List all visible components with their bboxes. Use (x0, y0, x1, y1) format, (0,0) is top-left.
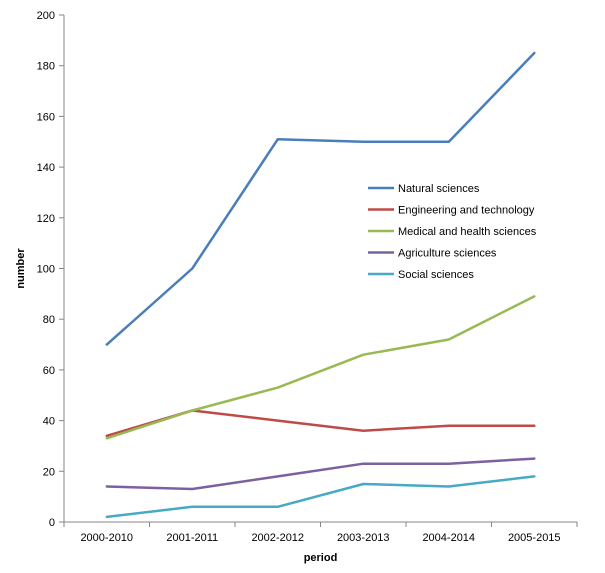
legend-label: Social sciences (398, 269, 474, 281)
x-tick-label: 2005-2015 (508, 532, 561, 544)
series-line-medical-and-health-sciences (105, 295, 536, 440)
series-line-social-sciences (105, 475, 536, 519)
legend-label: Engineering and technology (398, 205, 535, 217)
y-tick-label: 60 (43, 365, 55, 377)
x-axis-ticks: 2000-2010 2001-2011 2002-2012 2003-2013 2004… (63, 522, 578, 544)
series-line-agriculture-sciences (105, 457, 536, 491)
y-tick-label: 80 (43, 314, 55, 326)
y-axis-title: number (15, 248, 27, 289)
x-tick-label: 2000-2010 (80, 532, 133, 544)
y-tick-label: 200 (37, 10, 55, 22)
y-tick-label: 180 (37, 61, 55, 73)
y-tick-label: 100 (37, 264, 55, 276)
x-tick-label: 2003-2013 (337, 532, 390, 544)
y-tick-label: 140 (37, 162, 55, 174)
legend-label: Agriculture sciences (398, 248, 497, 260)
x-tick-label: 2002-2012 (251, 532, 304, 544)
series-line-engineering-and-technology (105, 409, 536, 438)
legend-label: Natural sciences (398, 183, 480, 195)
x-tick-label: 2004-2014 (422, 532, 475, 544)
y-tick-label: 20 (43, 466, 55, 478)
y-tick-label: 40 (43, 416, 55, 428)
x-tick-label: 2001-2011 (166, 532, 218, 544)
x-axis-title: period (304, 552, 338, 564)
legend: Natural sciences Engineering and technolo… (368, 183, 537, 281)
series-lines (105, 51, 536, 519)
y-axis-ticks: 0 20 40 60 80 100 120 140 160 180 200 (37, 10, 64, 529)
y-tick-label: 0 (49, 517, 55, 529)
series-line-natural-sciences (105, 51, 536, 346)
y-tick-label: 120 (37, 213, 55, 225)
legend-label: Medical and health sciences (398, 226, 537, 238)
y-tick-label: 160 (37, 111, 55, 123)
